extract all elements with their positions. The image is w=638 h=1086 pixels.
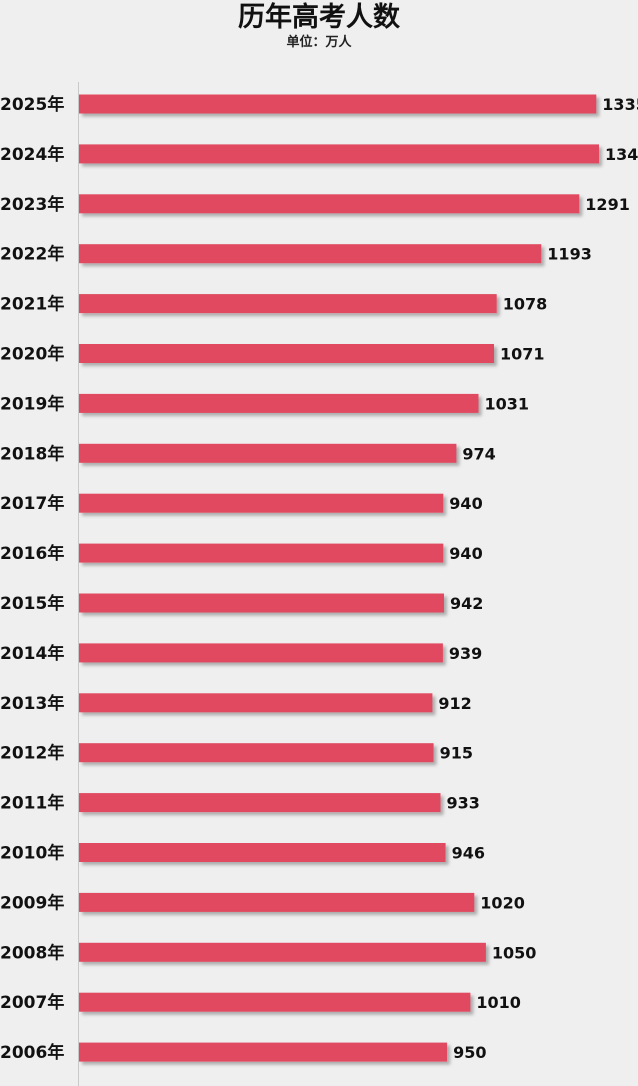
category-label: 2022年: [0, 244, 64, 265]
bar: [79, 843, 446, 862]
bar: [79, 443, 457, 463]
value-label: 933: [447, 794, 480, 813]
value-labels-group: 1335 1342 1291 1193 1078 1071 1031 974 940 940 942…: [438, 95, 638, 1062]
category-label: 2023年: [0, 194, 64, 215]
category-label: 2018年: [0, 443, 64, 464]
category-label: 2013年: [0, 693, 64, 714]
category-label: 2024年: [0, 144, 64, 165]
bar: [79, 942, 486, 962]
bar: [79, 244, 542, 264]
value-label: 915: [440, 744, 473, 763]
category-label: 2007年: [0, 992, 64, 1013]
category-label: 2025年: [0, 94, 64, 115]
bar: [79, 94, 597, 114]
category-label: 2006年: [0, 1042, 64, 1063]
value-label: 946: [452, 844, 485, 863]
bar: [79, 892, 475, 912]
bar: [79, 743, 434, 763]
category-label: 2012年: [0, 743, 64, 764]
bar: [79, 144, 599, 164]
category-label: 2016年: [0, 543, 64, 564]
value-label: 1071: [500, 345, 545, 364]
category-labels-group: 2025年 2024年 2023年 2022年 2021年 2020年 2019年 2018年…: [0, 94, 64, 1063]
bar: [79, 793, 441, 813]
bar: [79, 344, 494, 363]
category-label: 2015年: [0, 593, 64, 614]
bar: [79, 543, 444, 563]
value-label: 1010: [476, 993, 521, 1012]
value-label: 940: [449, 494, 482, 513]
value-label: 912: [438, 694, 471, 713]
value-label: 942: [450, 594, 483, 613]
category-label: 2010年: [0, 843, 64, 864]
value-label: 950: [453, 1043, 486, 1062]
value-label: 1020: [480, 893, 525, 912]
value-label: 1050: [492, 943, 537, 962]
category-label: 2017年: [0, 493, 64, 514]
category-label: 2008年: [0, 942, 64, 963]
value-label: 1291: [585, 195, 630, 214]
category-label: 2021年: [0, 294, 64, 315]
chart-unit-subtitle: 单位：万人: [286, 35, 352, 50]
value-label: 1335: [602, 95, 638, 114]
category-label: 2014年: [0, 643, 64, 664]
bar: [79, 593, 444, 613]
bar: [79, 393, 479, 413]
category-label: 2011年: [0, 793, 64, 814]
value-label: 940: [449, 544, 482, 563]
bar: [79, 194, 580, 214]
category-label: 2019年: [0, 393, 64, 414]
value-label: 1193: [547, 245, 592, 264]
bar: [79, 1042, 448, 1062]
value-label: 974: [462, 444, 495, 463]
value-label: 1342: [605, 145, 638, 164]
chart-title: 历年高考人数: [238, 2, 400, 33]
bars-group: [79, 94, 599, 1062]
bar: [79, 493, 444, 513]
bar: [79, 992, 471, 1012]
bar: [79, 643, 443, 663]
value-label: 1078: [503, 295, 548, 314]
value-label: 1031: [485, 394, 530, 413]
value-label: 939: [449, 644, 482, 663]
bar: [79, 693, 433, 713]
bar: [79, 294, 497, 314]
category-label: 2020年: [0, 344, 64, 365]
category-label: 2009年: [0, 892, 64, 913]
